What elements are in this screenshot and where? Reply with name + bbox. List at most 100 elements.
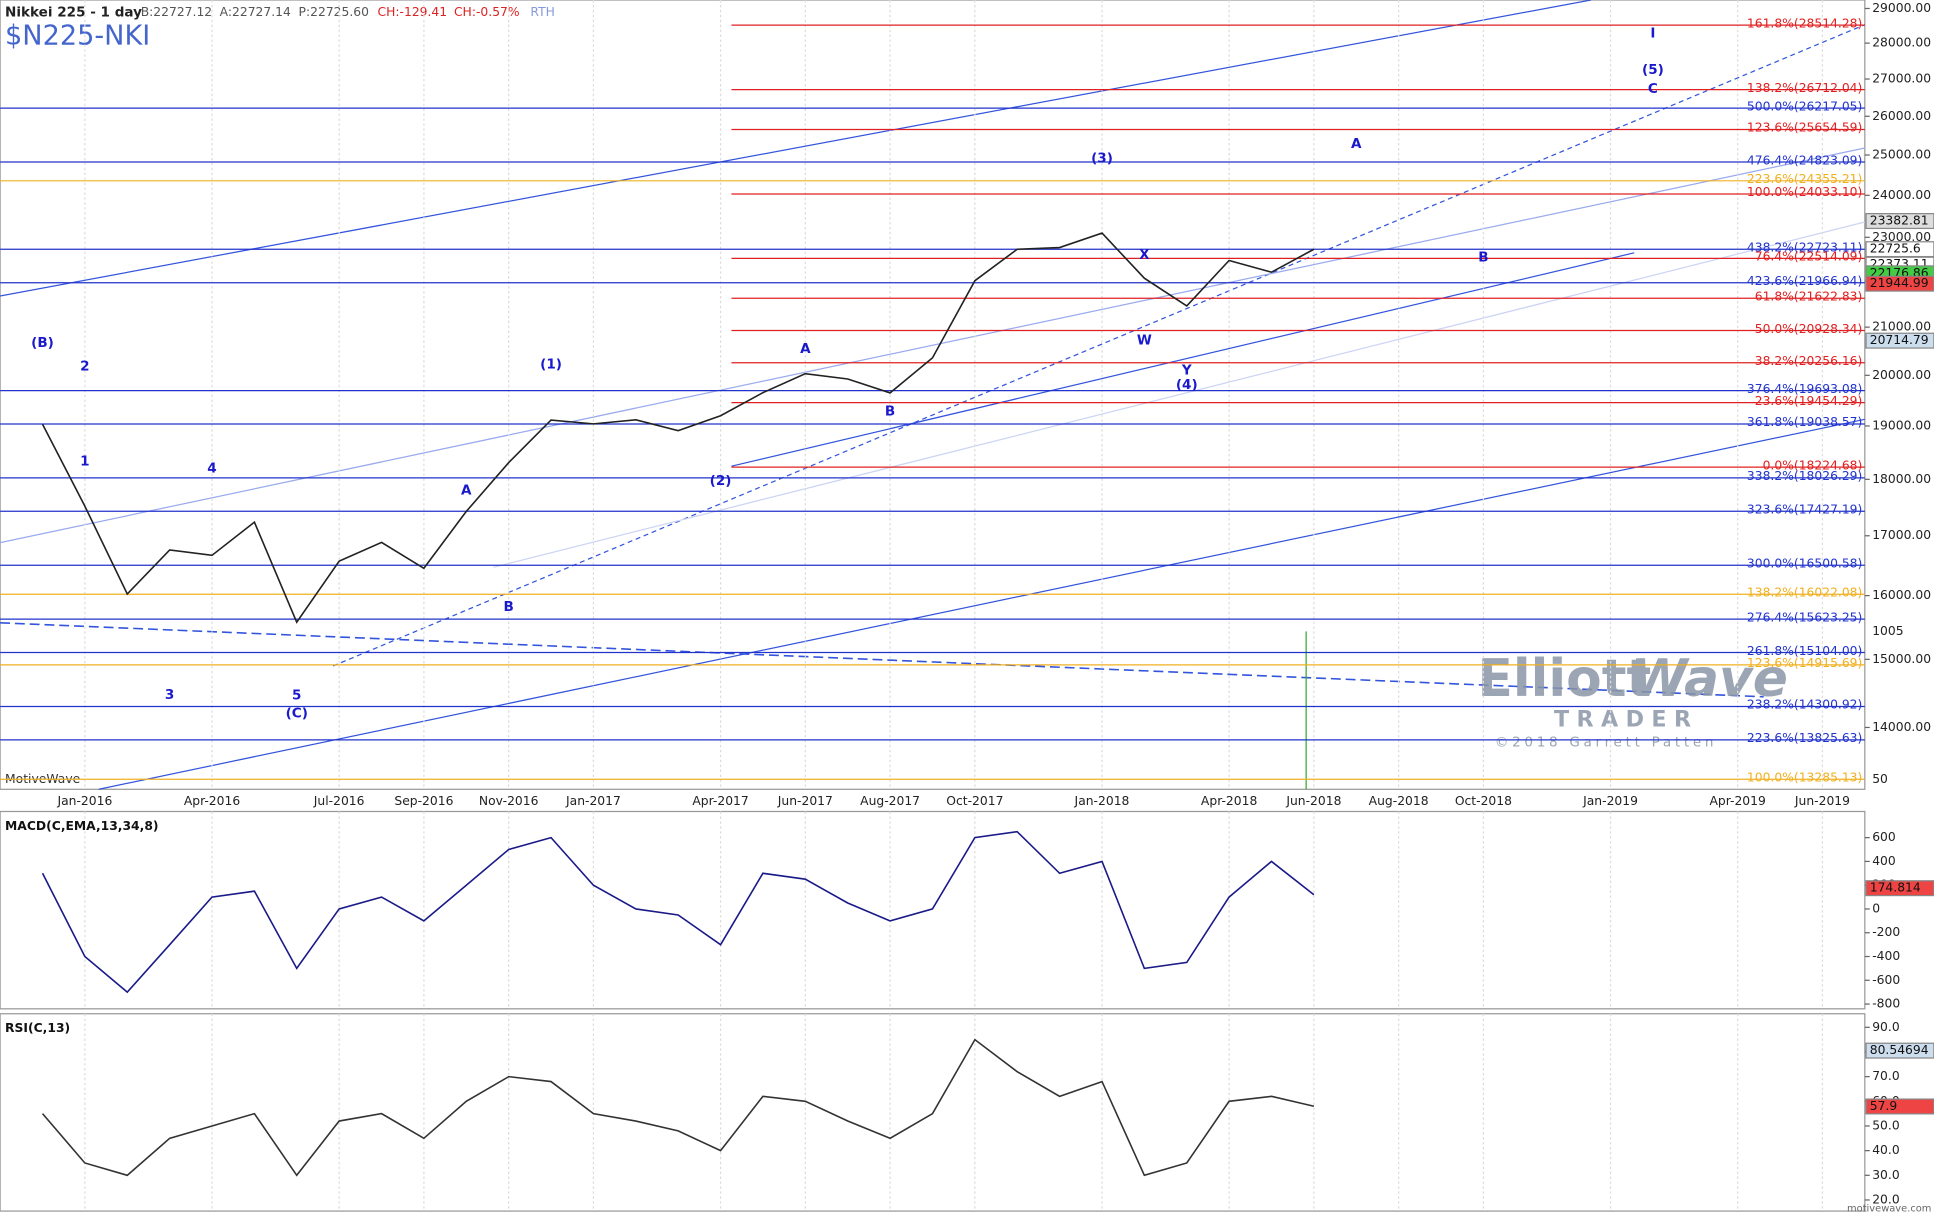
x-tick-label: Nov-2016 [479, 794, 539, 808]
fib-level-label: 361.8%(19038.57) [1747, 415, 1862, 429]
fib-level-label: 276.4%(15623.25) [1747, 610, 1862, 624]
volume-label: 50 [1872, 772, 1888, 786]
fib-level-label: 238.2%(14300.92) [1747, 698, 1862, 712]
y-tick-label: 400 [1872, 854, 1896, 868]
wave-label: A [461, 482, 472, 498]
price: P:22725.60 [299, 5, 370, 19]
x-tick-label: Apr-2017 [692, 794, 748, 808]
session: RTH [530, 5, 554, 19]
x-tick-label: Apr-2018 [1201, 794, 1257, 808]
fib-level-label: 50.0%(20928.34) [1755, 322, 1863, 336]
bid: B:22727.12 [141, 5, 212, 19]
fib-level-label: 23.6%(19454.29) [1755, 394, 1863, 408]
volume-label: 1005 [1872, 624, 1903, 638]
watermark-wave: Wave [1630, 649, 1787, 709]
x-tick-label: Jan-2018 [1074, 794, 1130, 808]
fib-level-label: 61.8%(21622.83) [1755, 290, 1863, 304]
fib-level-label: 38.2%(20256.16) [1755, 354, 1863, 368]
ask: A:22727.14 [220, 5, 291, 19]
panel-title: MACD(C,EMA,13,34,8) [5, 819, 159, 833]
value-tag: 21944.99 [1870, 276, 1929, 290]
x-tick-label: Apr-2019 [1709, 794, 1765, 808]
y-tick-label: 27000.00 [1872, 72, 1931, 86]
x-tick-label: Oct-2017 [946, 794, 1003, 808]
fib-level-label: 0.0%(18224.68) [1763, 458, 1863, 472]
y-tick-label: 600 [1872, 830, 1896, 844]
y-tick-label: -600 [1872, 973, 1900, 987]
y-tick-label: 17000.00 [1872, 528, 1931, 542]
fib-level-label: 123.6%(14915.69) [1747, 656, 1862, 670]
value-tag: 23382.81 [1870, 214, 1929, 228]
y-tick-label: 40.0 [1872, 1143, 1900, 1157]
x-tick-label: Jun-2019 [1794, 794, 1850, 808]
value-tag: 22725.6 [1870, 242, 1921, 256]
watermark-elliott: Elliott [1478, 649, 1652, 709]
fib-level-label: 476.4%(24823.09) [1747, 153, 1862, 167]
y-tick-label: 23000.00 [1872, 230, 1931, 244]
wave-label: 2 [80, 358, 89, 374]
wave-label: C [1648, 81, 1658, 97]
fib-level-label: 300.0%(16500.58) [1747, 556, 1862, 570]
price-line [41, 830, 1315, 994]
fib-level-label: 123.6%(25654.59) [1747, 121, 1862, 135]
x-tick-label: Sep-2016 [394, 794, 453, 808]
trend-line [332, 24, 1866, 667]
x-tick-label: Jan-2019 [1582, 794, 1638, 808]
x-tick-label: Aug-2018 [1369, 794, 1429, 808]
y-tick-label: 20.0 [1872, 1192, 1900, 1206]
value-tag: 20714.79 [1870, 333, 1929, 347]
wave-label: W [1137, 332, 1152, 348]
wave-label: X [1139, 247, 1150, 263]
rsi-frame [0, 1013, 1866, 1212]
value-tag: 174.814 [1870, 881, 1921, 895]
trend-line [0, 0, 1592, 297]
x-tick-label: Apr-2016 [184, 794, 241, 808]
fib-level-label: 223.6%(13825.63) [1747, 731, 1862, 745]
trend-line [0, 147, 1865, 544]
wave-label: Y [1181, 362, 1192, 378]
y-tick-label: 0 [1872, 901, 1880, 915]
x-tick-label: Oct-2018 [1455, 794, 1512, 808]
fib-level-label: 100.0%(24033.10) [1747, 185, 1862, 199]
y-tick-label: 28000.00 [1872, 36, 1931, 50]
trend-line [0, 621, 1764, 698]
y-tick-label: 29000.00 [1872, 1, 1931, 15]
y-tick-label: 90.0 [1872, 1020, 1900, 1034]
y-tick-label: -400 [1872, 949, 1900, 963]
y-tick-label: 14000.00 [1872, 720, 1931, 734]
value-tag: 57.9 [1870, 1099, 1897, 1113]
change-pct: CH:-0.57% [454, 5, 520, 19]
x-tick-label: Jun-2018 [1285, 794, 1341, 808]
price-line [41, 1038, 1315, 1177]
x-tick-label: Jan-2017 [565, 794, 621, 808]
y-tick-label: -800 [1872, 997, 1900, 1011]
fib-level-label: 323.6%(17427.19) [1747, 503, 1862, 517]
x-tick-label: Jan-2016 [56, 794, 112, 808]
wave-label: A [800, 341, 811, 357]
y-tick-label: 18000.00 [1872, 472, 1931, 486]
wave-label: (B) [31, 335, 54, 351]
y-tick-label: 19000.00 [1872, 418, 1931, 432]
wave-label: B [1478, 249, 1488, 265]
main-frame [0, 0, 1866, 790]
fib-level-label: 261.8%(15104.00) [1747, 644, 1862, 658]
wave-label: (4) [1176, 377, 1198, 393]
y-tick-label: 70.0 [1872, 1069, 1900, 1083]
wave-label: 4 [207, 460, 216, 476]
fib-level-label: 438.2%(22723.11) [1747, 241, 1862, 255]
fib-level-label: 338.2%(18026.29) [1747, 469, 1862, 483]
y-tick-label: 24000.00 [1872, 188, 1931, 202]
change: CH:-129.41 [377, 5, 447, 19]
fib-level-label: 500.0%(26217.05) [1747, 99, 1862, 113]
watermark-credit: ©2018 Garrett Patten [1495, 734, 1717, 750]
x-tick-label: Jun-2017 [777, 794, 833, 808]
fib-level-label: 138.2%(16022.08) [1747, 586, 1862, 600]
wave-label: (C) [286, 705, 308, 721]
price-line [41, 232, 1315, 624]
y-tick-label: -200 [1872, 925, 1900, 939]
wave-label: (1) [540, 357, 562, 373]
footer: motivewave.com [1847, 1204, 1931, 1215]
y-tick-label: 50.0 [1872, 1118, 1900, 1132]
wave-label: B [885, 404, 895, 420]
fib-level-label: 223.6%(24355.21) [1747, 172, 1862, 186]
